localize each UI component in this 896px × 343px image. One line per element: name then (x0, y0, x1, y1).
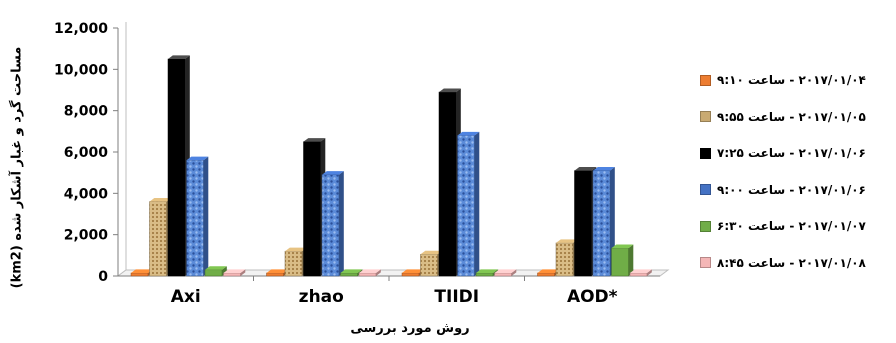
bar (629, 269, 652, 277)
bar (592, 167, 615, 277)
bar (494, 269, 517, 277)
legend-swatch (700, 220, 711, 232)
legend-swatch (700, 147, 711, 159)
x-tick-label: Axi (171, 287, 201, 307)
bar (303, 138, 326, 277)
bar (340, 269, 363, 277)
bar (186, 156, 209, 277)
x-axis-label: روش مورد بررسی (350, 321, 470, 336)
y-tick-label: 10,000 (54, 62, 108, 78)
y-axis-label: مساحت گرد و غبار آشکار شده (km2) (9, 46, 25, 289)
legend-label: ۲۰۱۷/۰۱/۰۵ - ساعت ۹:۵۵ (717, 109, 866, 124)
legend-swatch (700, 184, 711, 196)
legend-swatch (700, 74, 711, 86)
legend-label: ۲۰۱۷/۰۱/۰۸ - ساعت ۸:۴۵ (717, 255, 866, 270)
legend-swatch (700, 257, 711, 269)
legend-item: ۲۰۱۷/۰۱/۰۸ - ساعت ۸:۴۵ (700, 245, 890, 282)
legend-label: ۲۰۱۷/۰۱/۰۶ - ساعت ۹:۰۰ (717, 182, 866, 197)
bar (223, 269, 246, 277)
bar (358, 269, 381, 277)
y-tick-label: 2,000 (64, 228, 109, 244)
legend-item: ۲۰۱۷/۰۱/۰۵ - ساعت ۹:۵۵ (700, 99, 890, 136)
bar (457, 131, 480, 277)
bar (321, 171, 344, 277)
y-tick-label: 6,000 (64, 145, 109, 161)
legend-item: ۲۰۱۷/۰۱/۰۶ - ساعت ۷:۲۵ (700, 135, 890, 172)
x-tick-label: AOD* (567, 287, 618, 307)
legend-label: ۲۰۱۷/۰۱/۰۷ - ساعت ۶:۳۰ (717, 219, 866, 234)
x-tick-label: zhao (299, 287, 344, 307)
legend: ۲۰۱۷/۰۱/۰۴ - ساعت ۹:۱۰ ۲۰۱۷/۰۱/۰۵ - ساعت … (700, 62, 890, 281)
legend-label: ۲۰۱۷/۰۱/۰۴ - ساعت ۹:۱۰ (717, 73, 866, 88)
legend-item: ۲۰۱۷/۰۱/۰۷ - ساعت ۶:۳۰ (700, 208, 890, 245)
bar (204, 266, 227, 277)
legend-item: ۲۰۱۷/۰۱/۰۶ - ساعت ۹:۰۰ (700, 172, 890, 209)
y-tick-label: 12,000 (54, 21, 108, 37)
bar (611, 244, 634, 277)
y-tick-label: 8,000 (64, 104, 109, 120)
y-tick-label: 4,000 (64, 186, 109, 202)
legend-swatch (700, 111, 711, 123)
y-tick-label: 0 (98, 269, 108, 285)
x-tick-label: TIIDI (434, 287, 479, 307)
bar (420, 250, 443, 277)
legend-item: ۲۰۱۷/۰۱/۰۴ - ساعت ۹:۱۰ (700, 62, 890, 99)
legend-label: ۲۰۱۷/۰۱/۰۶ - ساعت ۷:۲۵ (717, 146, 866, 161)
